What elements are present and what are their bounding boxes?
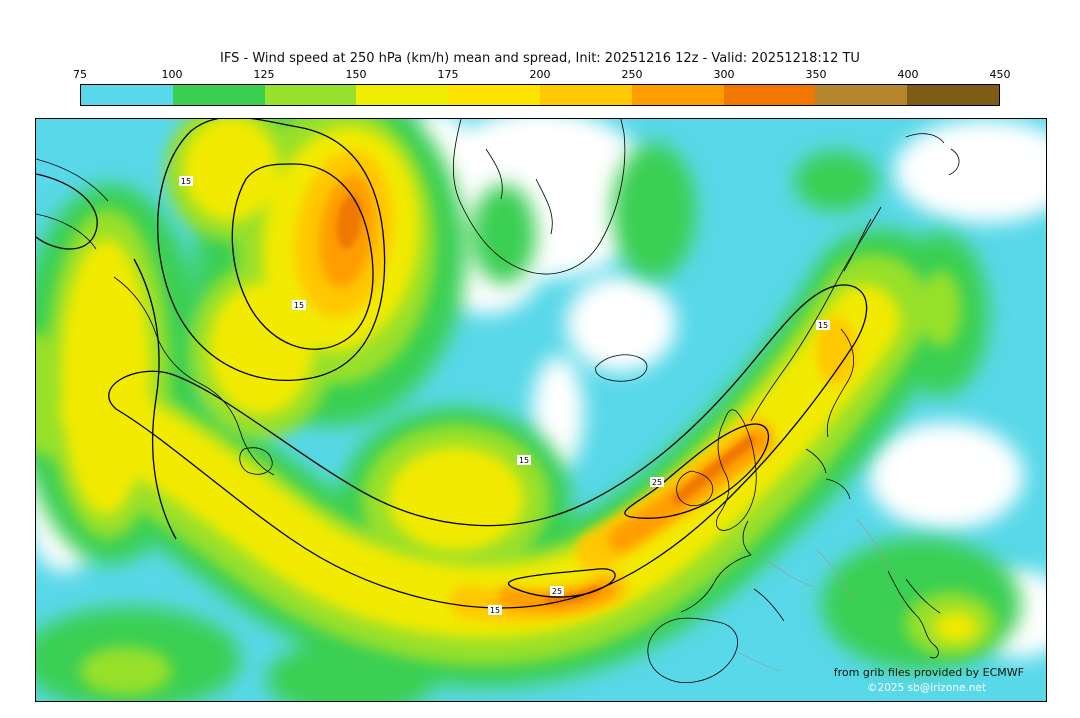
spread-contour-label: 15	[816, 320, 830, 330]
wind-speed-field	[36, 119, 1046, 701]
weather-map-svg: 15 15 15 15 15 25 25	[36, 119, 1046, 701]
colorbar-tick-label: 75	[73, 68, 87, 81]
spread-contour-label: 25	[650, 477, 664, 487]
colorbar-segment	[631, 85, 724, 105]
colorbar-segment	[723, 85, 816, 105]
coastlines	[36, 119, 960, 683]
colorbar-tick-label: 450	[989, 68, 1011, 81]
colorbar-tick-label: 200	[529, 68, 551, 81]
svg-text:15: 15	[818, 321, 828, 330]
spread-contours	[36, 119, 868, 609]
colorbar-tick-label: 400	[897, 68, 919, 81]
colorbar-tick-label: 100	[161, 68, 183, 81]
country-borders	[735, 518, 889, 672]
colorbar-segment	[356, 85, 449, 105]
spread-contour-label: 15	[292, 300, 306, 310]
colorbar-segment	[448, 85, 540, 105]
spread-contour-label: 15	[517, 455, 531, 465]
colorbar-segment	[539, 85, 632, 105]
colorbar-segment	[907, 85, 999, 105]
colorbar-tick-label: 350	[805, 68, 827, 81]
map-frame: 15 15 15 15 15 25 25 from grib files pro…	[35, 118, 1047, 702]
map-title: IFS - Wind speed at 250 hPa (km/h) mean …	[220, 51, 860, 66]
credits: from grib files provided by ECMWF ©2025 …	[834, 665, 1024, 697]
colorbar-segments	[80, 84, 1000, 106]
colorbar-tick-label: 300	[713, 68, 735, 81]
credit-ecmwf: from grib files provided by ECMWF	[833, 665, 1024, 679]
svg-text:15: 15	[294, 301, 304, 310]
colorbar-segment	[815, 85, 908, 105]
colorbar-segment	[172, 85, 265, 105]
spread-contour-label: 25	[550, 586, 564, 596]
colorbar-segment	[264, 85, 357, 105]
spread-contour-label: 15	[488, 605, 502, 615]
svg-text:25: 25	[552, 587, 562, 596]
colorbar-tick-label: 250	[621, 68, 643, 81]
svg-text:15: 15	[181, 177, 191, 186]
colorbar-tick-label: 150	[345, 68, 367, 81]
spread-contour-labels: 15 15 15 15 15 25 25	[179, 176, 830, 615]
spread-contour-label: 15	[179, 176, 193, 186]
credit-copyright: ©2025 sb@irizone.net	[867, 682, 986, 695]
svg-text:15: 15	[490, 606, 500, 615]
colorbar-ticks: 75 100 125 150 175 200 250 300 350 400 450	[73, 68, 1011, 82]
colorbar-tick-label: 175	[437, 68, 459, 81]
colorbar-segment	[81, 85, 173, 105]
svg-text:25: 25	[652, 478, 662, 487]
colorbar-tick-label: 125	[253, 68, 275, 81]
svg-text:15: 15	[519, 456, 529, 465]
